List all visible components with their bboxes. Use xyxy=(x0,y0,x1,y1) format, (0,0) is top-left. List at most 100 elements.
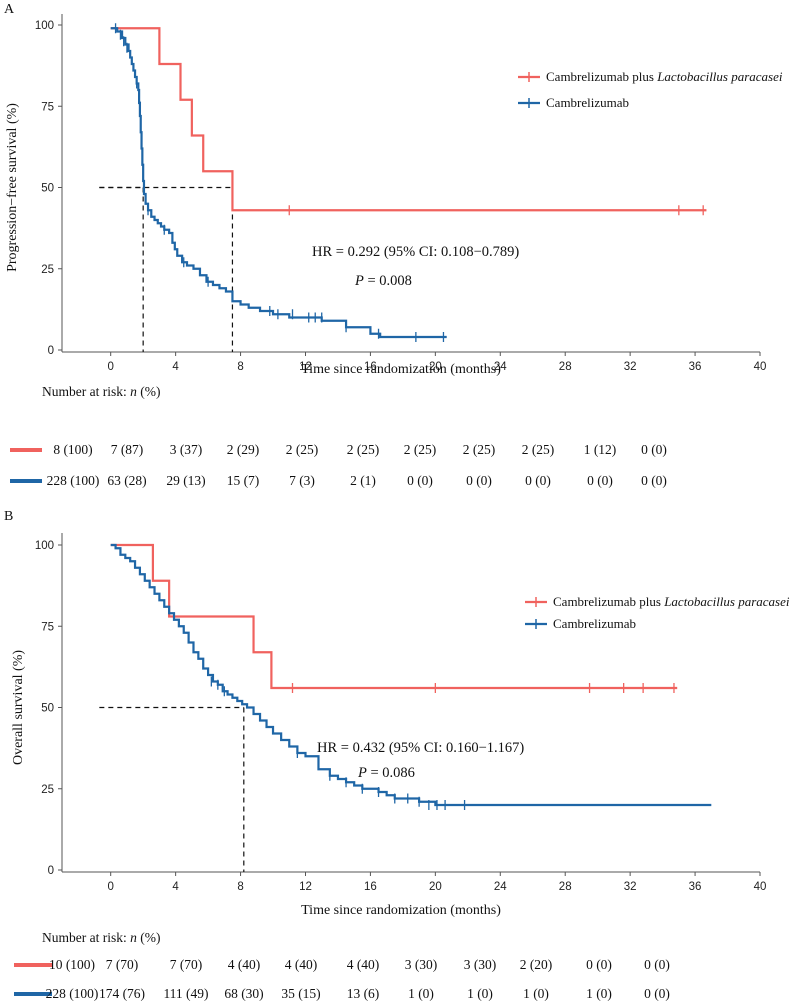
km-curve-monotherapy xyxy=(110,27,447,339)
x-tick-label: 28 xyxy=(559,361,572,373)
risk-cell: 7 (87) xyxy=(111,442,144,457)
x-tick-label: 40 xyxy=(754,361,767,373)
risk-table-title: Number at risk: n (%) xyxy=(42,930,160,945)
risk-cell: 2 (25) xyxy=(347,442,380,457)
risk-cell: 1 (0) xyxy=(523,986,549,1001)
legend-text-italic: Lactobacillus paracasei xyxy=(663,594,790,609)
x-tick-label: 12 xyxy=(299,361,312,373)
panel-a: A 0 25 50 75 100 0 4 8 12 16 20 24 28 32 36 40 Progressio… xyxy=(4,2,783,488)
p-value: = 0.008 xyxy=(364,273,412,289)
risk-cell: 2 (1) xyxy=(350,473,376,488)
risk-cell: 68 (30) xyxy=(224,986,263,1001)
y-axis-label: Progression−free survival (%) xyxy=(5,103,20,272)
risk-cell: 3 (37) xyxy=(170,442,203,457)
x-tick-label: 4 xyxy=(172,361,179,373)
y-tick-label: 75 xyxy=(41,621,54,633)
legend-label: Cambrelizumab xyxy=(546,95,629,110)
x-tick-label: 16 xyxy=(364,361,377,373)
risk-cell: 2 (25) xyxy=(286,442,319,457)
km-curve-combination xyxy=(110,27,707,212)
risk-cell: 1 (0) xyxy=(408,986,434,1001)
x-tick-label: 28 xyxy=(559,881,572,893)
risk-cell: 0 (0) xyxy=(407,473,433,488)
risk-cell: 8 (100) xyxy=(53,442,92,457)
risk-cell: 2 (25) xyxy=(404,442,437,457)
risk-cell: 29 (13) xyxy=(166,473,205,488)
x-tick-label: 36 xyxy=(689,361,702,373)
x-tick-label: 8 xyxy=(237,361,243,373)
risk-cell: 174 (76) xyxy=(99,986,145,1001)
x-tick-label: 0 xyxy=(107,361,113,373)
hazard-ratio-text: HR = 0.432 (95% CI: 0.160−1.167) xyxy=(317,740,524,756)
panel-label: A xyxy=(4,2,15,17)
risk-cell: 2 (20) xyxy=(520,957,553,972)
legend-text: Cambrelizumab plus xyxy=(553,594,664,609)
p-value: = 0.086 xyxy=(367,765,415,781)
risk-cell: 228 (100) xyxy=(47,473,100,488)
risk-cell: 0 (0) xyxy=(644,957,670,972)
legend-text: Cambrelizumab xyxy=(553,616,636,631)
x-tick-label: 24 xyxy=(494,361,507,373)
x-axis-label: Time since randomization (months) xyxy=(301,362,501,377)
risk-cell: 0 (0) xyxy=(525,473,551,488)
risk-cell: 2 (29) xyxy=(227,442,260,457)
panel-label: B xyxy=(4,509,13,524)
risk-title-n: n xyxy=(130,384,137,399)
risk-cell: 7 (3) xyxy=(289,473,315,488)
y-tick-label: 100 xyxy=(35,20,54,32)
km-curve-combination xyxy=(110,543,678,690)
risk-cell: 4 (40) xyxy=(347,957,380,972)
y-tick-label: 50 xyxy=(41,703,54,715)
x-tick-label: 4 xyxy=(172,881,179,893)
risk-cell: 2 (25) xyxy=(463,442,496,457)
risk-cell: 0 (0) xyxy=(644,986,670,1001)
risk-cell: 228 (100) xyxy=(46,986,99,1001)
risk-cell: 4 (40) xyxy=(285,957,318,972)
hazard-ratio-text: HR = 0.292 (95% CI: 0.108−0.789) xyxy=(312,244,519,260)
risk-title-prefix: Number at risk: xyxy=(42,930,130,945)
x-tick-label: 0 xyxy=(107,881,113,893)
risk-cell: 0 (0) xyxy=(587,473,613,488)
legend-label: Cambrelizumab plus Lactobacillus paracas… xyxy=(546,69,783,84)
risk-cell: 3 (30) xyxy=(464,957,497,972)
risk-title-suffix: (%) xyxy=(137,930,161,945)
p-value-text: P = 0.008 xyxy=(354,273,412,289)
risk-cell: 15 (7) xyxy=(227,473,260,488)
risk-cell: 0 (0) xyxy=(641,442,667,457)
x-tick-label: 40 xyxy=(754,881,767,893)
x-tick-label: 24 xyxy=(494,881,507,893)
risk-cell: 111 (49) xyxy=(163,986,208,1001)
y-tick-label: 25 xyxy=(41,784,54,796)
y-tick-label: 50 xyxy=(41,183,54,195)
x-tick-label: 16 xyxy=(364,881,377,893)
legend-label: Cambrelizumab plus Lactobacillus paracas… xyxy=(553,594,790,609)
x-tick-label: 12 xyxy=(299,881,312,893)
x-tick-label: 20 xyxy=(429,881,442,893)
legend-label: Cambrelizumab xyxy=(553,616,636,631)
legend-text-italic: Lactobacillus paracasei xyxy=(656,69,783,84)
risk-cell: 7 (70) xyxy=(106,957,139,972)
risk-title-n: n xyxy=(130,930,137,945)
risk-table-title: Number at risk: n (%) xyxy=(42,384,160,399)
km-curve-monotherapy xyxy=(110,543,712,807)
risk-cell: 13 (6) xyxy=(347,986,380,1001)
risk-cell: 1 (0) xyxy=(467,986,493,1001)
y-tick-label: 75 xyxy=(41,101,54,113)
risk-cell: 7 (70) xyxy=(170,957,203,972)
legend-text: Cambrelizumab plus xyxy=(546,69,657,84)
x-tick-label: 20 xyxy=(429,361,442,373)
risk-cell: 0 (0) xyxy=(641,473,667,488)
p-label: P xyxy=(357,765,367,781)
y-tick-label: 100 xyxy=(35,540,54,552)
risk-cell: 1 (0) xyxy=(586,986,612,1001)
risk-cell: 3 (30) xyxy=(405,957,438,972)
x-tick-label: 32 xyxy=(624,361,637,373)
panel-b: B 0 25 50 75 100 0 4 8 12 16 20 24 28 32 36 40 Overall su… xyxy=(4,509,790,1001)
y-tick-label: 25 xyxy=(41,264,54,276)
x-tick-label: 8 xyxy=(237,881,243,893)
risk-cell: 0 (0) xyxy=(466,473,492,488)
risk-cell: 2 (25) xyxy=(522,442,555,457)
legend-text: Cambrelizumab xyxy=(546,95,629,110)
p-label: P xyxy=(354,273,364,289)
